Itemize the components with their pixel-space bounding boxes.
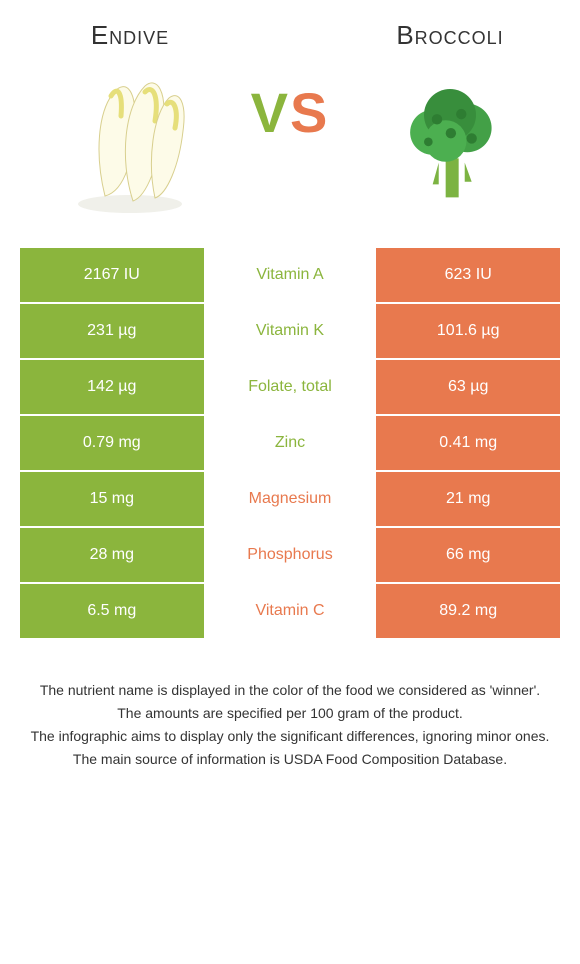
table-row: 0.79 mgZinc0.41 mg [20,416,560,470]
left-food-column: Endive [50,20,210,216]
left-value-cell: 2167 IU [20,248,204,302]
nutrient-label-cell: Magnesium [204,472,377,526]
right-food-column: Broccoli [370,20,530,216]
note-line: The nutrient name is displayed in the co… [30,680,550,701]
right-value-cell: 63 µg [376,360,560,414]
nutrient-label-cell: Phosphorus [204,528,377,582]
right-value-cell: 66 mg [376,528,560,582]
left-value-cell: 142 µg [20,360,204,414]
left-value-cell: 0.79 mg [20,416,204,470]
table-row: 28 mgPhosphorus66 mg [20,528,560,582]
left-value-cell: 28 mg [20,528,204,582]
right-value-cell: 623 IU [376,248,560,302]
comparison-header: Endive VS [20,20,560,226]
left-value-cell: 6.5 mg [20,584,204,638]
vs-v-letter: V [251,81,290,144]
right-value-cell: 101.6 µg [376,304,560,358]
left-value-cell: 15 mg [20,472,204,526]
right-value-cell: 89.2 mg [376,584,560,638]
vs-s-letter: S [290,81,329,144]
table-row: 15 mgMagnesium21 mg [20,472,560,526]
broccoli-image [375,66,525,216]
left-food-title: Endive [50,20,210,51]
nutrient-label-cell: Folate, total [204,360,377,414]
note-line: The amounts are specified per 100 gram o… [30,703,550,724]
endive-image [55,66,205,216]
left-value-cell: 231 µg [20,304,204,358]
notes-section: The nutrient name is displayed in the co… [20,680,560,770]
nutrient-label-cell: Zinc [204,416,377,470]
table-row: 2167 IUVitamin A623 IU [20,248,560,302]
note-line: The main source of information is USDA F… [30,749,550,770]
comparison-table: 2167 IUVitamin A623 IU231 µgVitamin K101… [20,246,560,640]
nutrient-label-cell: Vitamin C [204,584,377,638]
note-line: The infographic aims to display only the… [30,726,550,747]
right-value-cell: 21 mg [376,472,560,526]
right-food-title: Broccoli [370,20,530,51]
table-row: 6.5 mgVitamin C89.2 mg [20,584,560,638]
nutrient-label-cell: Vitamin A [204,248,377,302]
table-row: 142 µgFolate, total63 µg [20,360,560,414]
nutrient-label-cell: Vitamin K [204,304,377,358]
table-row: 231 µgVitamin K101.6 µg [20,304,560,358]
vs-label: VS [210,20,370,145]
right-value-cell: 0.41 mg [376,416,560,470]
